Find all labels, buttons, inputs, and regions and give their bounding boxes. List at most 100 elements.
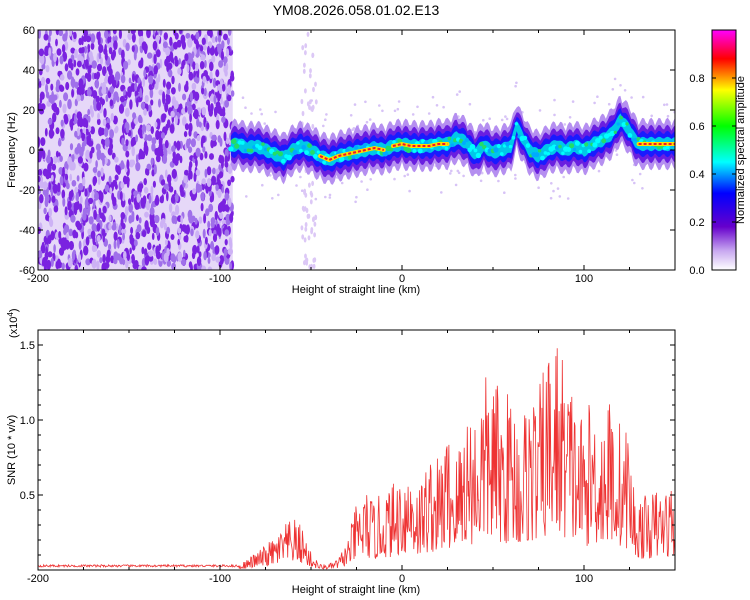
- noise-speck: [141, 266, 147, 270]
- noise-speck: [81, 132, 85, 142]
- noise-speck: [58, 30, 64, 37]
- noise-speck: [140, 101, 146, 110]
- ridge-peak: [631, 138, 635, 142]
- noise-speck: [97, 112, 100, 120]
- colorbar-ticks: 0.0 0.2 0.4 0.6 0.8: [689, 73, 736, 277]
- noise-speck: [87, 43, 91, 51]
- noise-speck: [215, 256, 221, 263]
- noise-speck: [149, 88, 154, 99]
- ridge-band: [230, 95, 675, 185]
- noise-speck: [121, 49, 125, 60]
- noise-speck: [101, 215, 106, 223]
- snr-x-label: Height of straight line (km): [292, 584, 420, 596]
- noise-speck: [38, 168, 43, 177]
- noise-speck: [79, 146, 84, 158]
- stripe-speck: [301, 234, 305, 240]
- noise-speck: [229, 213, 233, 222]
- noise-speck: [158, 89, 164, 96]
- noise-speck: [84, 198, 89, 209]
- noise-speck: [95, 72, 100, 80]
- ridge-peak: [382, 150, 389, 157]
- ridge-peak: [257, 145, 263, 151]
- noise-speck: [152, 180, 156, 188]
- ridge-peak: [482, 145, 487, 150]
- noise-speck: [75, 220, 81, 228]
- stripe-speck: [301, 110, 305, 117]
- noise-speck: [120, 212, 126, 220]
- noise-speck: [41, 259, 46, 267]
- sparse-point: [241, 96, 245, 99]
- noise-speck: [89, 55, 93, 66]
- noise-speck: [75, 191, 79, 202]
- noise-speck: [145, 200, 150, 211]
- noise-speck: [70, 47, 76, 54]
- stripe-speck: [314, 81, 317, 87]
- ridge-peak: [351, 155, 356, 159]
- noise-speck: [53, 155, 58, 164]
- y-tick-label: 40: [23, 65, 35, 77]
- ridge-peak: [461, 141, 466, 145]
- noise-speck: [68, 228, 73, 237]
- sparse-point: [631, 178, 634, 182]
- noise-speck: [138, 114, 142, 124]
- noise-speck: [135, 231, 141, 240]
- noise-speck: [170, 195, 176, 204]
- y-tick-label: -40: [19, 225, 35, 237]
- noise-speck: [69, 143, 74, 151]
- stripe-speck: [303, 189, 306, 196]
- noise-speck: [109, 187, 113, 195]
- noise-speck: [139, 148, 143, 157]
- ridge-peak: [392, 140, 396, 144]
- noise-speck: [220, 96, 223, 105]
- noise-speck: [188, 146, 193, 153]
- noise-speck: [98, 207, 102, 216]
- noise-speck: [211, 134, 217, 141]
- stripe-speck: [313, 257, 317, 263]
- noise-speck: [143, 69, 147, 78]
- noise-speck: [193, 76, 199, 83]
- noise-speck: [53, 244, 56, 253]
- noise-speck: [208, 229, 212, 237]
- sparse-point: [364, 100, 367, 104]
- ridge-peak: [493, 147, 499, 153]
- ridge-peak: [371, 141, 376, 147]
- sparse-point: [349, 114, 353, 117]
- sparse-point: [462, 174, 465, 178]
- noise-speck: [161, 218, 166, 225]
- noise-speck: [113, 258, 118, 265]
- noise-speck: [105, 94, 109, 103]
- noise-speck: [66, 182, 70, 190]
- noise-speck: [193, 91, 200, 102]
- noise-speck: [77, 53, 83, 63]
- noise-speck: [74, 113, 77, 124]
- noise-speck: [173, 100, 179, 110]
- noise-speck: [47, 251, 53, 258]
- noise-speck: [221, 116, 226, 123]
- y-tick-label: -60: [19, 265, 35, 277]
- snr-scale-exponent: 4: [6, 312, 15, 317]
- noise-speck: [146, 30, 151, 39]
- ridge-peak: [347, 154, 353, 160]
- noise-speck: [67, 98, 72, 110]
- noise-speck: [74, 130, 78, 138]
- noise-speck: [210, 220, 215, 229]
- noise-speck: [63, 113, 68, 121]
- noise-speck: [191, 215, 196, 222]
- noise-speck: [108, 175, 112, 185]
- noise-speck: [125, 124, 130, 134]
- noise-speck: [86, 88, 92, 97]
- noise-speck: [76, 86, 82, 97]
- noise-speck: [141, 230, 147, 238]
- noise-speck: [133, 239, 138, 247]
- noise-speck: [169, 36, 173, 47]
- ridge-peak: [525, 143, 531, 148]
- x-tick-label: 0: [399, 573, 405, 585]
- noise-speck: [51, 163, 57, 171]
- noise-speck: [38, 48, 45, 57]
- noise-speck: [217, 188, 222, 199]
- noise-speck: [70, 78, 76, 88]
- noise-speck: [46, 155, 51, 164]
- noise-speck: [111, 224, 117, 231]
- snr-scale-suffix: ): [8, 308, 20, 312]
